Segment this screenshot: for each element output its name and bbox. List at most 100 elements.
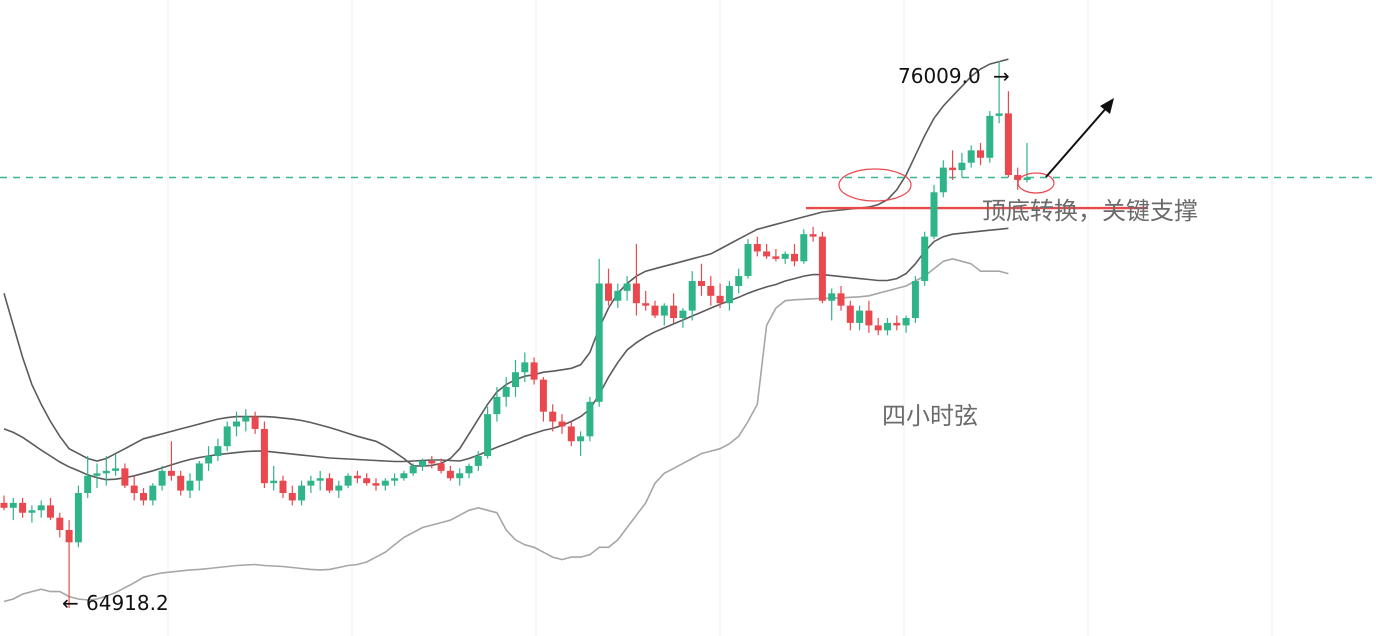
- candle: [763, 244, 771, 259]
- candle: [19, 497, 27, 518]
- candle: [874, 318, 882, 336]
- candle-body: [567, 426, 575, 442]
- candle: [828, 288, 836, 321]
- candle-body: [0, 502, 8, 508]
- candle-body: [632, 283, 640, 304]
- candle-body: [949, 167, 957, 171]
- candle-body: [679, 310, 687, 318]
- candle: [493, 387, 501, 422]
- candle-body: [37, 505, 45, 511]
- candle: [307, 475, 315, 494]
- candle: [112, 453, 120, 476]
- candle: [605, 268, 612, 306]
- candle-body: [837, 293, 845, 306]
- candle: [326, 473, 333, 494]
- candle-body: [363, 478, 371, 484]
- candle: [270, 465, 278, 491]
- candle-body: [419, 460, 426, 466]
- candles: [0, 61, 1031, 608]
- candle: [614, 283, 622, 309]
- candle-body: [19, 502, 27, 513]
- candle-body: [791, 253, 798, 262]
- bollinger-bands: [3, 58, 1009, 603]
- candle: [419, 458, 426, 471]
- candle: [930, 184, 938, 240]
- candle-body: [930, 192, 938, 237]
- candle: [995, 61, 1003, 124]
- candle: [400, 470, 408, 481]
- candle-body: [586, 401, 594, 437]
- candle-body: [707, 285, 715, 296]
- support-circle-left: [838, 168, 912, 202]
- candle: [363, 473, 371, 486]
- candle-body: [958, 162, 966, 171]
- candle: [744, 239, 752, 279]
- candle-body: [800, 234, 808, 262]
- candle: [428, 456, 436, 469]
- candle-body: [84, 475, 92, 494]
- candle: [177, 470, 185, 496]
- candle-body: [549, 411, 557, 422]
- candle-body: [698, 281, 705, 286]
- candle-body: [298, 485, 306, 501]
- candle: [967, 145, 975, 168]
- candle: [279, 475, 287, 498]
- candle-body: [670, 305, 678, 318]
- candle: [37, 500, 45, 518]
- support-circle-right: [1017, 172, 1055, 194]
- candle: [623, 276, 631, 301]
- candle-body: [763, 251, 771, 257]
- candle-body: [772, 256, 780, 259]
- candle: [921, 231, 929, 286]
- candle: [800, 229, 808, 264]
- candle: [642, 290, 650, 311]
- candle-body: [195, 463, 203, 481]
- candle: [670, 293, 678, 323]
- candle-body: [725, 285, 733, 304]
- candle-body: [474, 456, 482, 466]
- candle: [0, 495, 8, 511]
- candle: [391, 473, 399, 486]
- candle: [456, 468, 464, 486]
- candle: [772, 248, 780, 262]
- candle: [818, 231, 826, 304]
- candle: [1014, 167, 1022, 190]
- candle-body: [400, 473, 408, 479]
- candle-body: [102, 470, 110, 474]
- candle-body: [428, 460, 436, 464]
- candle-body: [214, 446, 222, 457]
- candle-body: [121, 468, 129, 486]
- candle-body: [512, 372, 519, 388]
- candle: [167, 441, 175, 481]
- candle: [1004, 91, 1012, 178]
- candle-body: [223, 426, 231, 447]
- candle-body: [1023, 177, 1031, 180]
- candle: [251, 411, 259, 434]
- candle: [986, 110, 994, 163]
- candle-body: [521, 362, 529, 373]
- candle-body: [456, 473, 464, 479]
- candle: [335, 480, 343, 498]
- candle: [688, 271, 696, 321]
- candle-body: [437, 463, 445, 471]
- candle-body: [251, 416, 259, 429]
- candle: [484, 406, 492, 459]
- candle-body: [986, 115, 994, 158]
- candle-body: [158, 470, 166, 486]
- candle-body: [381, 480, 389, 486]
- candle-body: [149, 485, 157, 501]
- trend-arrow: [1045, 98, 1114, 178]
- candle: [223, 421, 231, 452]
- candle: [911, 276, 919, 323]
- candle: [502, 377, 510, 407]
- candle: [158, 465, 166, 491]
- candle-body: [205, 456, 213, 464]
- candle-body: [65, 530, 73, 543]
- candle-body: [781, 253, 789, 259]
- candle: [902, 315, 910, 333]
- candle-body: [688, 281, 696, 311]
- candle-body: [307, 480, 315, 486]
- candle: [205, 446, 213, 471]
- candle-body: [911, 281, 919, 318]
